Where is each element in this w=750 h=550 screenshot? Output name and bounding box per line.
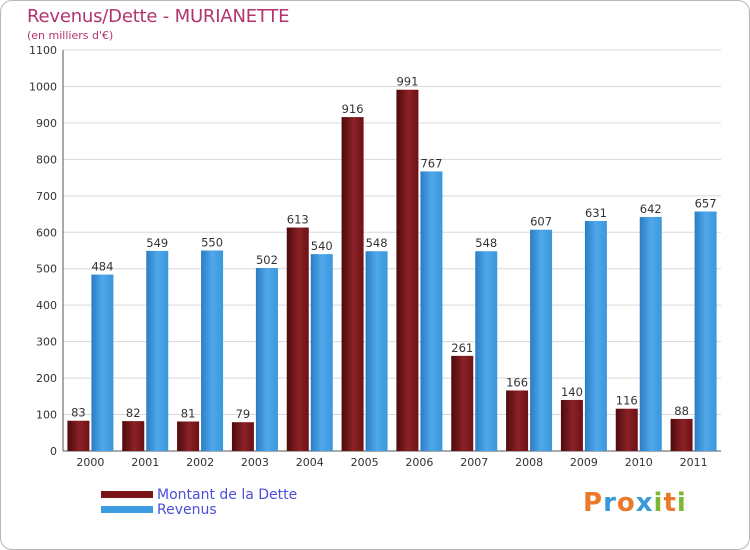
legend-swatch-revenus (101, 506, 153, 513)
bar-revenus (420, 171, 443, 452)
data-label-dette: 166 (506, 375, 528, 389)
logo-letter: t (663, 488, 677, 518)
data-label-dette: 79 (236, 407, 251, 421)
legend-label-revenus: Revenus (157, 501, 217, 518)
legend-label-dette: Montant de la Dette (157, 486, 298, 503)
data-label-revenus: 657 (695, 196, 717, 210)
data-label-dette: 140 (561, 385, 583, 399)
y-tick-label: 800 (36, 153, 57, 166)
y-tick-label: 400 (36, 299, 57, 312)
legend-swatch-dette (101, 491, 153, 498)
bar-revenus (475, 251, 498, 451)
bar-revenus (365, 251, 388, 451)
data-label-revenus: 549 (146, 236, 168, 250)
bar-revenus (201, 250, 224, 451)
bar-dette (396, 89, 419, 452)
bar-dette (615, 408, 638, 451)
data-label-revenus: 548 (366, 236, 388, 250)
y-tick-label: 1000 (29, 80, 57, 93)
bar-dette (341, 117, 364, 452)
bar-dette (231, 422, 254, 451)
data-label-revenus: 484 (91, 260, 113, 274)
x-tick-label: 2004 (296, 456, 324, 469)
bar-revenus (91, 274, 114, 451)
data-label-revenus: 767 (420, 156, 442, 170)
logo-letter: P (583, 488, 604, 518)
legend-item-revenus: Revenus (101, 501, 297, 518)
bar-dette (286, 227, 309, 451)
bar-revenus (310, 254, 333, 451)
y-tick-label: 500 (36, 263, 57, 276)
bar-dette (670, 418, 693, 451)
bar-dette (177, 421, 200, 451)
data-label-revenus: 502 (256, 253, 278, 267)
y-tick-label: 1100 (29, 44, 57, 57)
logo-letter: i (676, 488, 687, 518)
logo-letter: r (603, 488, 617, 518)
y-tick-label: 0 (50, 445, 57, 458)
y-tick-label: 200 (36, 372, 57, 385)
bar-revenus (639, 216, 662, 451)
data-label-dette: 613 (287, 213, 309, 227)
data-label-revenus: 642 (640, 202, 662, 216)
chart-legend: Montant de la Dette Revenus (101, 486, 298, 518)
data-label-revenus: 540 (311, 239, 333, 253)
bar-revenus (255, 267, 278, 451)
data-label-revenus: 607 (530, 215, 552, 229)
bar-revenus (694, 211, 717, 451)
bar-dette (122, 421, 145, 451)
x-tick-label: 2006 (405, 456, 433, 469)
x-tick-label: 2002 (186, 456, 214, 469)
data-label-dette: 83 (71, 406, 86, 420)
y-tick-label: 700 (36, 190, 57, 203)
data-label-revenus: 550 (201, 236, 223, 250)
data-label-dette: 88 (674, 404, 689, 418)
bar-revenus (584, 220, 607, 451)
bar-dette (560, 399, 583, 451)
x-tick-label: 2001 (131, 456, 159, 469)
logo-letter: o (616, 488, 636, 518)
logo-letter: x (635, 488, 654, 518)
logo-letter: i (653, 488, 664, 518)
data-label-dette: 916 (342, 102, 364, 116)
x-tick-label: 2008 (515, 456, 543, 469)
y-tick-label: 600 (36, 226, 57, 239)
chart-subtitle: (en milliers d'€) (27, 29, 114, 42)
x-tick-label: 2000 (76, 456, 104, 469)
data-label-dette: 116 (616, 394, 638, 408)
bar-dette (506, 390, 529, 451)
x-tick-label: 2011 (680, 456, 708, 469)
x-tick-label: 2009 (570, 456, 598, 469)
data-label-revenus: 631 (585, 206, 607, 220)
data-label-dette: 261 (451, 341, 473, 355)
data-label-dette: 82 (126, 406, 141, 420)
x-tick-label: 2007 (460, 456, 488, 469)
bar-revenus (146, 250, 169, 451)
x-tick-label: 2005 (351, 456, 379, 469)
x-tick-label: 2003 (241, 456, 269, 469)
y-tick-label: 100 (36, 409, 57, 422)
proxiti-logo: Proxiti (583, 488, 687, 518)
bar-revenus (530, 229, 553, 451)
y-tick-label: 300 (36, 336, 57, 349)
data-label-dette: 81 (181, 406, 196, 420)
data-label-dette: 991 (396, 75, 418, 89)
bar-dette (451, 355, 474, 451)
bar-dette (67, 420, 90, 451)
chart-title: Revenus/Dette - MURIANETTE (27, 6, 290, 27)
legend-item-dette: Montant de la Dette (101, 486, 298, 503)
y-tick-label: 900 (36, 117, 57, 130)
x-tick-label: 2010 (625, 456, 653, 469)
data-label-revenus: 548 (475, 236, 497, 250)
